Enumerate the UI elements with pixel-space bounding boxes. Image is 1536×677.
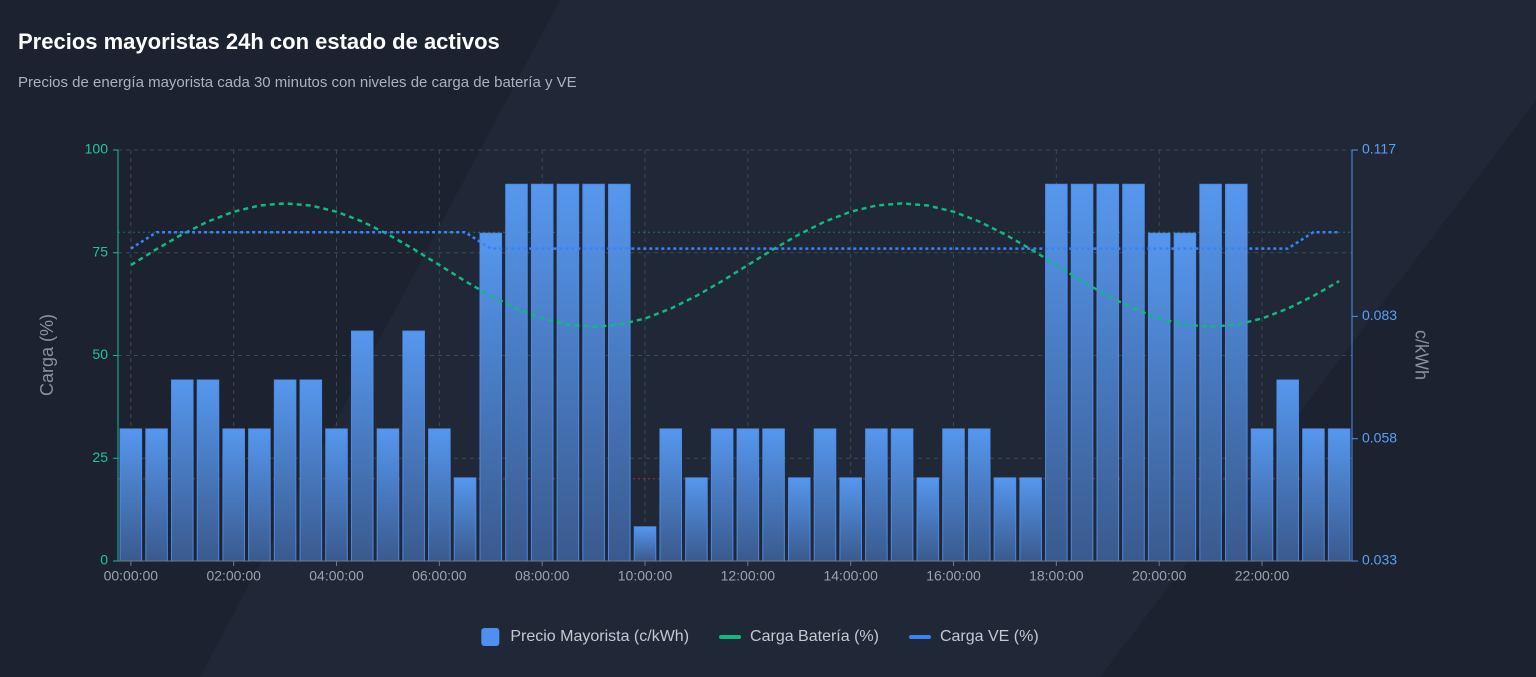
bar [299,379,323,562]
bar [993,477,1017,562]
bar [325,428,348,562]
bar [428,428,451,562]
bar [608,183,631,562]
bar [273,379,297,562]
legend-item[interactable]: Precio Mayorista (c/kWh) [481,628,689,646]
bar [145,428,168,562]
chart-title: Precios mayoristas 24h con estado de act… [18,29,500,54]
x-tick-label: 02:00:00 [206,568,261,584]
y-tick-label: 75 [92,243,108,259]
bar [350,330,374,562]
bar [505,183,528,562]
legend-label: Carga VE (%) [940,628,1039,645]
bar [582,183,605,562]
bar [736,428,760,562]
bar [402,330,425,562]
x-tick-label: 10:00:00 [618,568,673,584]
y2-tick-label: 0.033 [1362,552,1397,568]
line [130,230,1340,250]
y2-tick-label: 0.083 [1362,307,1397,323]
bar [1199,183,1222,562]
legend-label: Precio Mayorista (c/kWh) [510,628,689,645]
x-tick-label: 14:00:00 [823,568,878,584]
chart-subtitle: Precios de energía mayorista cada 30 min… [18,74,577,91]
legend: Precio Mayorista (c/kWh) Carga Batería (%… [481,628,1039,646]
bar [1045,183,1068,562]
bar [1122,183,1145,562]
bar [1019,477,1042,562]
bar [813,428,837,562]
y2-tick-label: 0.058 [1362,429,1397,445]
bar [453,477,477,562]
y-axis-label: Carga (%) [37,314,57,396]
bar [890,428,914,562]
bar [530,183,554,562]
bar [196,379,220,562]
y-tick-label: 50 [92,346,108,362]
bar [967,428,991,562]
bar [1250,428,1274,562]
y2-axis-label: c/kWh [1411,330,1431,380]
bar [942,428,965,562]
line [130,202,1340,328]
x-tick-label: 18:00:00 [1029,568,1084,584]
x-tick-label: 12:00:00 [721,568,776,584]
bar [710,428,734,562]
bar [1070,183,1094,562]
x-tick-label: 20:00:00 [1132,568,1187,584]
y-tick-label: 25 [92,449,108,465]
bar [839,477,862,562]
bar [1096,183,1120,562]
x-tick-label: 06:00:00 [412,568,467,584]
bar [916,477,940,562]
y-tick-label: 100 [85,141,109,157]
legend-item[interactable]: Carga Batería (%) [719,628,879,645]
bar [119,428,143,562]
bar [1225,183,1248,562]
x-tick-label: 22:00:00 [1235,568,1290,584]
bar [787,477,811,562]
bar [633,526,657,562]
legend-item[interactable]: Carga VE (%) [908,628,1039,645]
y-tick-label: 0 [100,552,108,568]
bar [1173,232,1197,562]
x-tick-label: 16:00:00 [926,568,981,584]
bar [556,183,580,562]
legend-label: Carga Batería (%) [750,628,879,645]
bar [865,428,888,562]
bar [222,428,245,562]
bar [685,477,708,562]
bar [376,428,400,562]
bar [1147,232,1171,562]
x-tick-label: 04:00:00 [309,568,364,584]
x-tick-label: 08:00:00 [515,568,570,584]
bar [248,428,271,562]
bar [170,379,194,562]
bar [1302,428,1325,562]
bar [762,428,785,562]
bar [479,232,503,562]
y2-tick-label: 0.117 [1362,141,1396,157]
bar [659,428,683,562]
x-tick-label: 00:00:00 [104,568,159,584]
legend-swatch [481,628,500,646]
bar [1327,428,1351,562]
bar [1276,379,1300,562]
